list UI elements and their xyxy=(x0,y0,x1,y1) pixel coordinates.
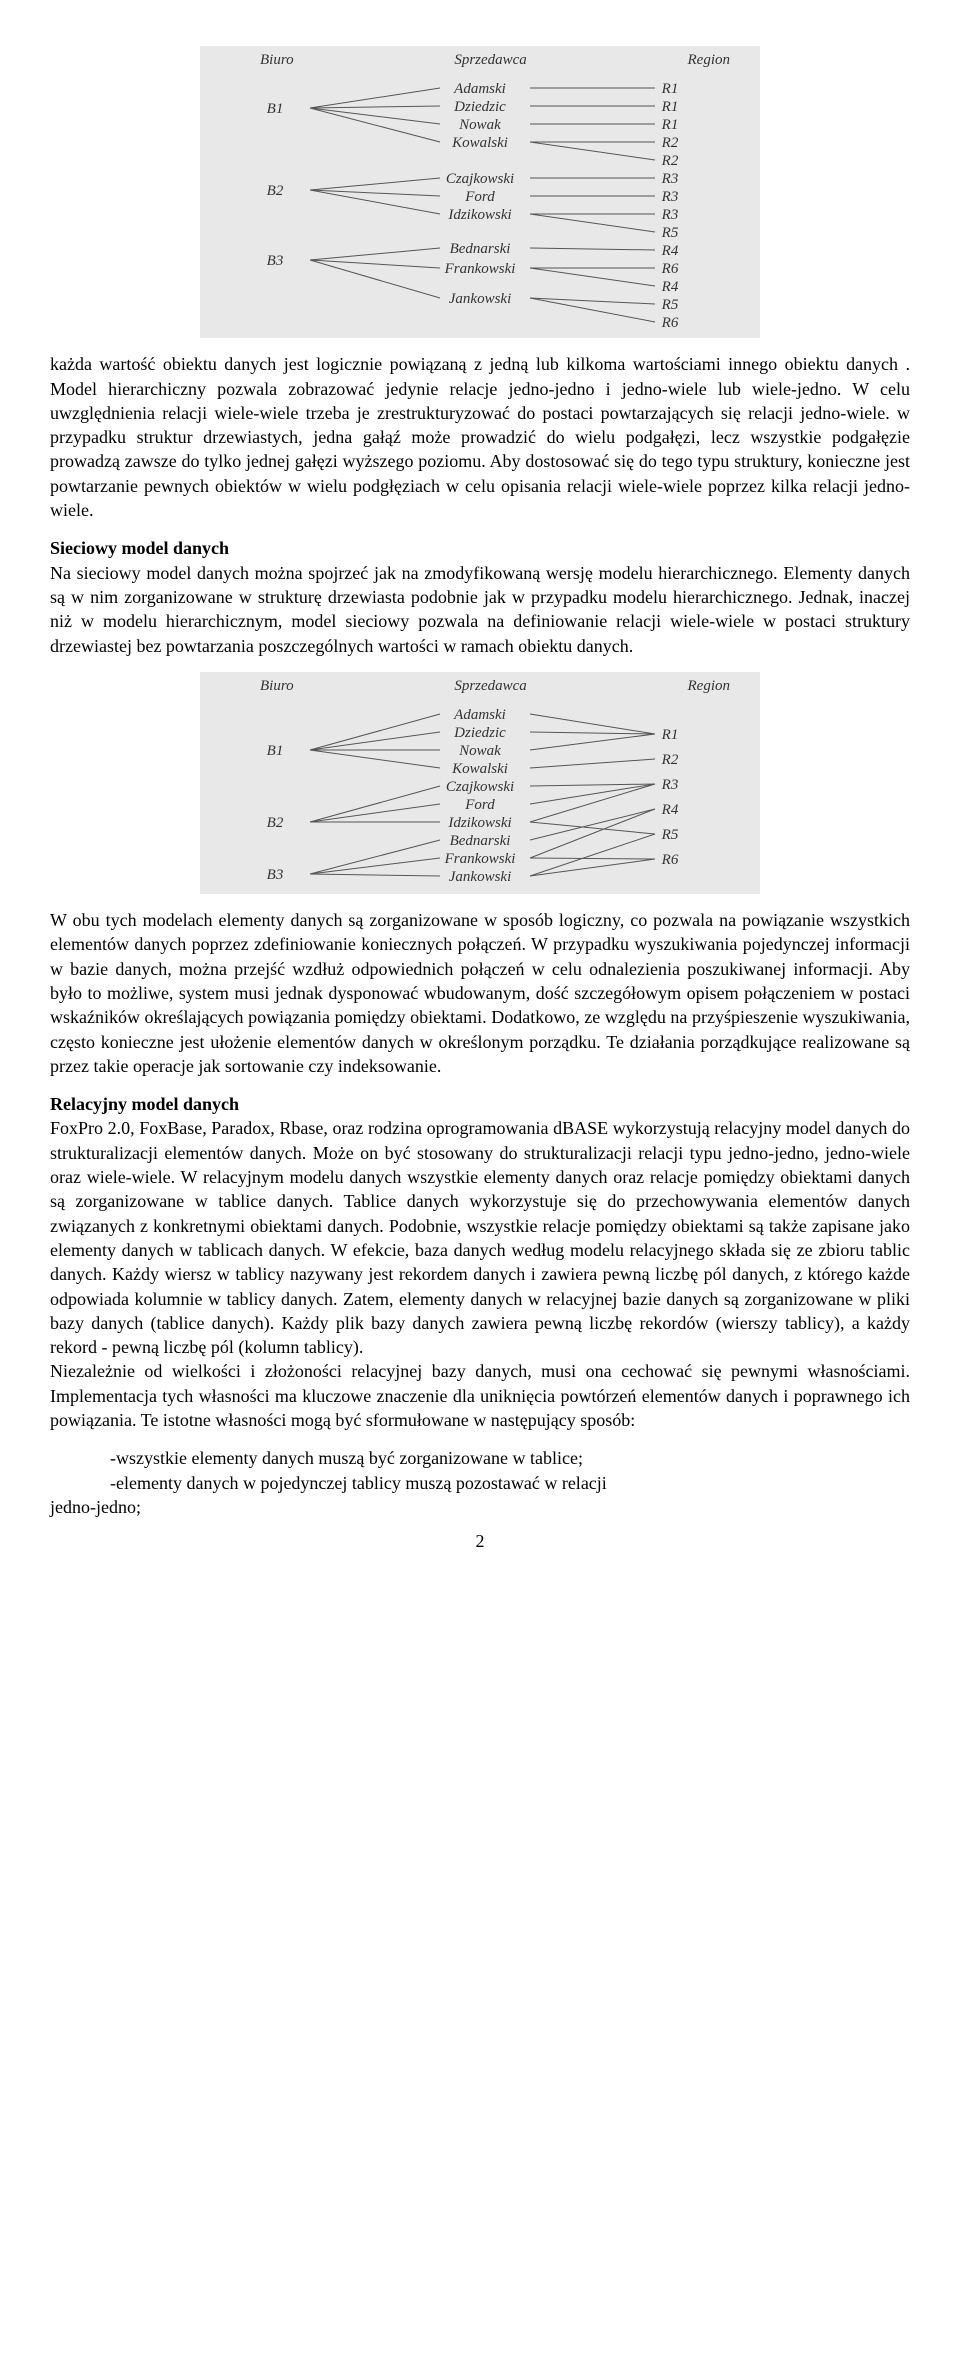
bullet-2: -elementy danych w pojedynczej tablicy m… xyxy=(110,1471,910,1495)
svg-text:R1: R1 xyxy=(661,81,679,97)
svg-text:R3: R3 xyxy=(661,171,679,187)
diagram2-header-region: Region xyxy=(688,676,731,696)
svg-text:Ford: Ford xyxy=(464,189,495,205)
svg-text:R3: R3 xyxy=(661,777,679,793)
svg-text:Frankowski: Frankowski xyxy=(444,851,516,867)
svg-text:Idzikowski: Idzikowski xyxy=(447,207,511,223)
section-title-sieciowy: Sieciowy model danych Na sieciowy model … xyxy=(50,536,910,657)
svg-text:Kowalski: Kowalski xyxy=(451,135,508,151)
svg-text:B1: B1 xyxy=(267,743,284,759)
svg-text:R6: R6 xyxy=(661,852,679,868)
svg-text:Nowak: Nowak xyxy=(458,117,501,133)
svg-text:Adamski: Adamski xyxy=(453,707,506,723)
diagram1-header-sprzedawca: Sprzedawca xyxy=(454,50,527,70)
svg-text:R5: R5 xyxy=(661,297,679,313)
svg-text:B2: B2 xyxy=(267,183,284,199)
paragraph-5: Niezależnie od wielkości i złożoności re… xyxy=(50,1361,910,1430)
svg-text:Nowak: Nowak xyxy=(458,743,501,759)
svg-text:Dziedzic: Dziedzic xyxy=(453,725,506,741)
paragraph-1: każda wartość obiektu danych jest logicz… xyxy=(50,352,910,522)
svg-text:R5: R5 xyxy=(661,827,679,843)
svg-text:Ford: Ford xyxy=(464,797,495,813)
svg-text:Idzikowski: Idzikowski xyxy=(447,815,511,831)
svg-text:Jankowski: Jankowski xyxy=(449,869,511,885)
paragraph-2: Na sieciowy model danych można spojrzeć … xyxy=(50,563,910,656)
svg-text:Kowalski: Kowalski xyxy=(451,761,508,777)
network-diagram: Biuro Sprzedawca Region B1 B2 B3 Adamski Dzi… xyxy=(200,672,760,894)
svg-text:Czajkowski: Czajkowski xyxy=(446,171,514,187)
svg-text:Jankowski: Jankowski xyxy=(449,291,511,307)
svg-text:R1: R1 xyxy=(661,117,679,133)
svg-text:Dziedzic: Dziedzic xyxy=(453,99,506,115)
paragraph-4: FoxPro 2.0, FoxBase, Paradox, Rbase, ora… xyxy=(50,1118,910,1357)
diagram2-header-sprzedawca: Sprzedawca xyxy=(454,676,527,696)
svg-text:B3: B3 xyxy=(267,867,284,883)
paragraph-3: W obu tych modelach elementy danych są z… xyxy=(50,908,910,1078)
svg-text:R6: R6 xyxy=(661,261,679,277)
diagram2-header-biuro: Biuro xyxy=(260,676,294,696)
svg-text:R2: R2 xyxy=(661,135,679,151)
svg-text:R6: R6 xyxy=(661,315,679,331)
svg-text:R2: R2 xyxy=(661,153,679,169)
bullet-1: -wszystkie elementy danych muszą być zor… xyxy=(110,1446,910,1470)
svg-text:R4: R4 xyxy=(661,243,679,259)
svg-text:R4: R4 xyxy=(661,802,679,818)
svg-text:R3: R3 xyxy=(661,189,679,205)
svg-text:Frankowski: Frankowski xyxy=(444,261,516,277)
svg-text:B2: B2 xyxy=(267,815,284,831)
diagram1-header-region: Region xyxy=(688,50,731,70)
svg-text:B3: B3 xyxy=(267,253,284,269)
svg-text:R2: R2 xyxy=(661,752,679,768)
svg-text:R3: R3 xyxy=(661,207,679,223)
svg-text:Bednarski: Bednarski xyxy=(450,833,511,849)
svg-text:Bednarski: Bednarski xyxy=(450,241,511,257)
diagram1-header-biuro: Biuro xyxy=(260,50,294,70)
svg-text:Adamski: Adamski xyxy=(453,81,506,97)
svg-text:R4: R4 xyxy=(661,279,679,295)
svg-text:Czajkowski: Czajkowski xyxy=(446,779,514,795)
hierarchical-diagram: Biuro Sprzedawca Region B1 Adamski R1 Dzied… xyxy=(200,46,760,338)
bullet-2-tail: jedno-jedno; xyxy=(50,1495,910,1519)
svg-text:R1: R1 xyxy=(661,727,679,743)
section-title-relacyjny: Relacyjny model danych FoxPro 2.0, FoxBa… xyxy=(50,1092,910,1432)
svg-text:R1: R1 xyxy=(661,99,679,115)
page-number: 2 xyxy=(50,1529,910,1553)
svg-text:R5: R5 xyxy=(661,225,679,241)
svg-text:B1: B1 xyxy=(267,101,284,117)
